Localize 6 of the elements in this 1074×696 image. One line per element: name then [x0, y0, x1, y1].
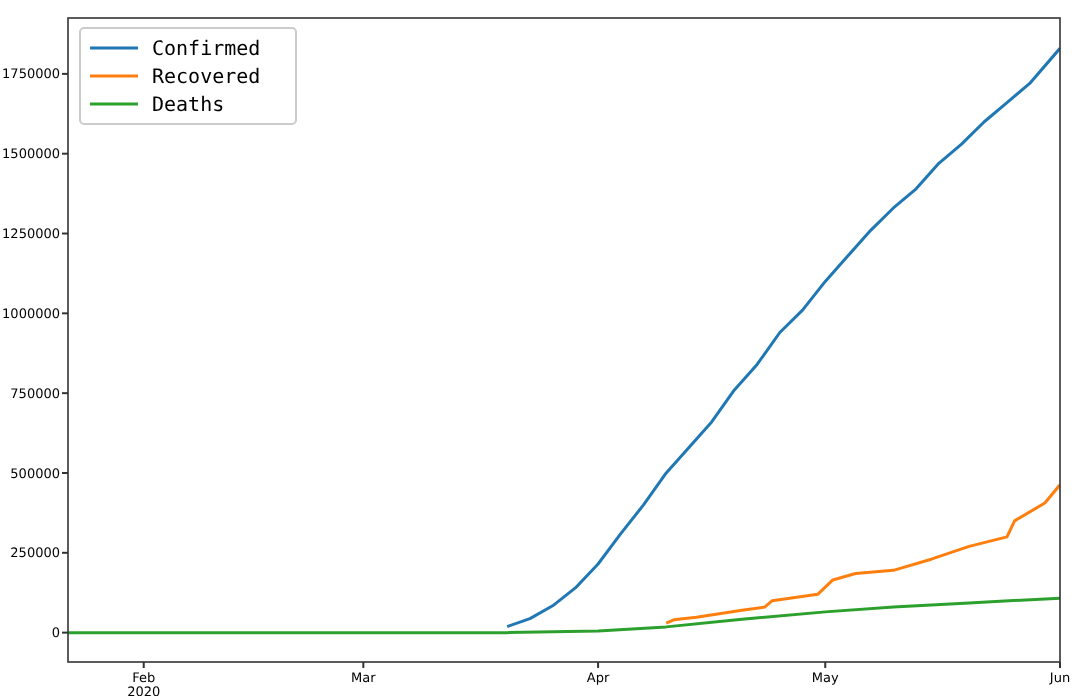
line-series — [664, 483, 1060, 625]
legend-label: Deaths — [152, 95, 225, 117]
legend-label: Recovered — [152, 67, 261, 89]
line-series — [505, 46, 1060, 629]
line-series — [68, 596, 1060, 635]
legend-label: Confirmed — [152, 39, 261, 61]
